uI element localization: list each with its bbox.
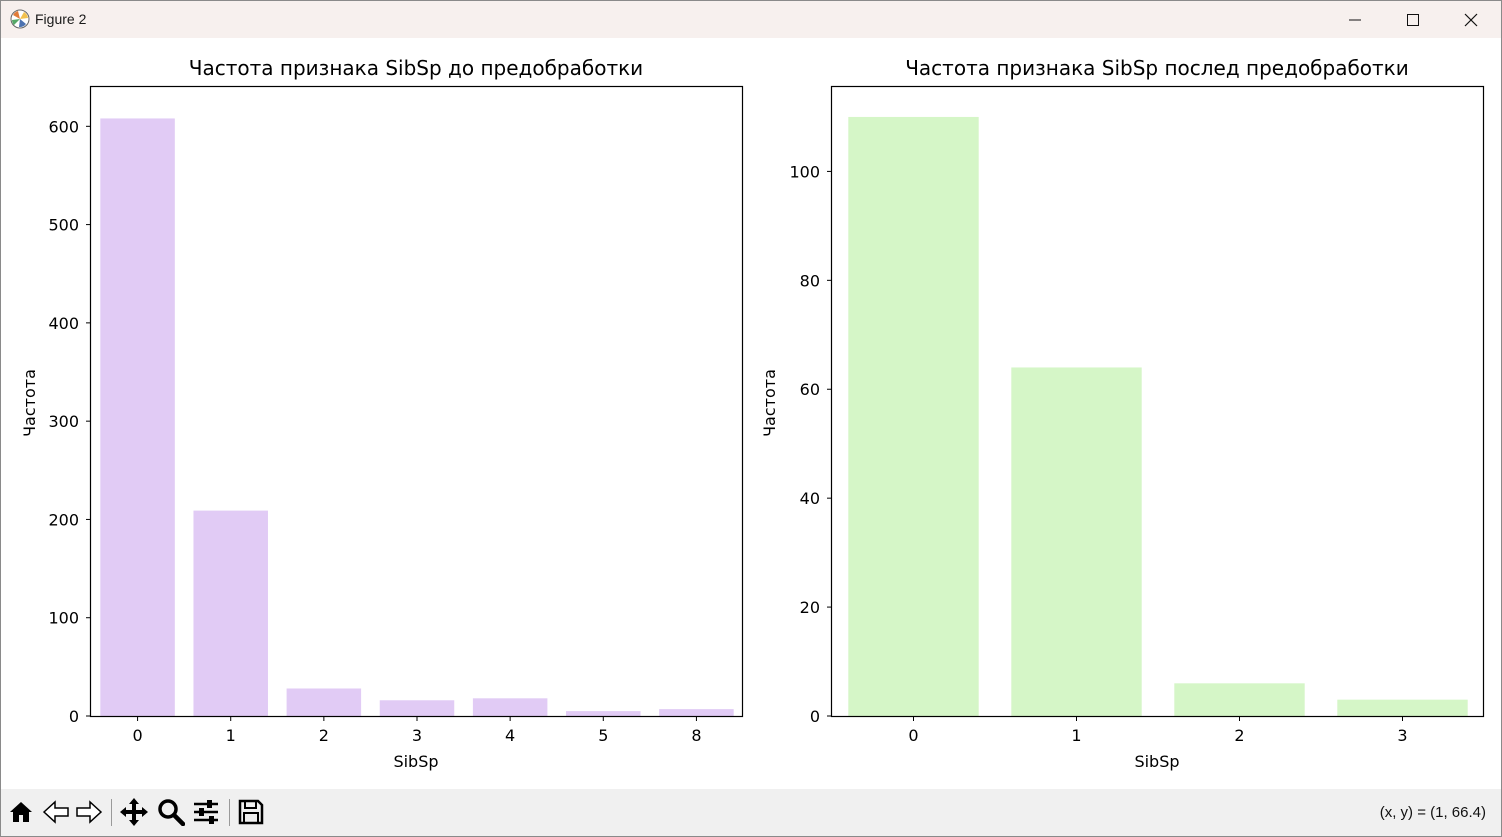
- back-button[interactable]: [41, 797, 71, 827]
- left-xtick-label: 8: [691, 726, 701, 745]
- cursor-coordinates: (x, y) = (1, 66.4): [1379, 804, 1486, 821]
- right-ytick-label: 100: [789, 162, 820, 181]
- right-bar-0: [848, 116, 979, 716]
- left-ytick-label: 200: [48, 510, 79, 529]
- right-bar-1: [1011, 367, 1142, 716]
- toolbar-separator: [229, 799, 230, 826]
- left-chart-ylabel: Частота: [20, 369, 39, 437]
- minimize-button[interactable]: [1326, 1, 1384, 38]
- zoom-icon: [158, 799, 185, 826]
- forward-arrow-icon: [76, 800, 103, 824]
- minimize-icon: [1349, 19, 1361, 20]
- left-bar-2: [286, 688, 362, 716]
- toolbar-separator: [111, 799, 112, 826]
- pan-icon: [120, 798, 148, 826]
- right-xtick-label: 2: [1234, 726, 1244, 745]
- zoom-button[interactable]: [156, 797, 186, 827]
- left-chart: Частота признака SibSp до предобработки …: [20, 56, 744, 771]
- navigation-toolbar: (x, y) = (1, 66.4): [1, 789, 1501, 836]
- forward-button[interactable]: [74, 797, 104, 827]
- left-xtick-label: 2: [319, 726, 329, 745]
- right-chart-ylabel: Частота: [760, 369, 779, 437]
- maximize-icon: [1407, 13, 1419, 26]
- left-ytick-label: 0: [69, 707, 79, 726]
- left-chart-title: Частота признака SibSp до предобработки: [189, 56, 643, 80]
- charts-svg: Частота признака SibSp до предобработки …: [20, 56, 1485, 771]
- window-title: Figure 2: [35, 11, 87, 27]
- left-ytick-label: 500: [48, 216, 79, 235]
- left-ytick-label: 100: [48, 609, 79, 628]
- left-chart-xlabel: SibSp: [393, 752, 438, 771]
- right-ytick-label: 0: [810, 707, 820, 726]
- right-ytick-label: 60: [800, 380, 820, 399]
- save-button[interactable]: [236, 797, 266, 827]
- left-bar-4: [472, 698, 548, 716]
- right-xtick-label: 3: [1397, 726, 1407, 745]
- right-bar-2: [1174, 683, 1305, 716]
- right-ytick-label: 40: [800, 489, 820, 508]
- title-bar[interactable]: Figure 2: [1, 1, 1501, 38]
- maximize-button[interactable]: [1384, 1, 1442, 38]
- figure-canvas[interactable]: Частота признака SibSp до предобработки …: [1, 38, 1501, 789]
- save-icon: [238, 799, 264, 825]
- right-chart-frame: [830, 85, 1485, 718]
- pan-button[interactable]: [119, 797, 149, 827]
- home-button[interactable]: [6, 797, 36, 827]
- right-ytick-label: 80: [800, 271, 820, 290]
- right-xtick-label: 1: [1071, 726, 1081, 745]
- left-chart-frame: [89, 85, 744, 718]
- back-arrow-icon: [42, 800, 69, 824]
- left-bar-5: [566, 711, 641, 716]
- right-bar-3: [1337, 699, 1468, 716]
- left-xtick-label: 0: [132, 726, 142, 745]
- right-chart-title: Частота признака SibSp послед предобрабо…: [905, 56, 1409, 80]
- left-xtick-label: 5: [598, 726, 608, 745]
- left-ytick-label: 600: [48, 117, 79, 136]
- left-bar-0: [100, 118, 175, 716]
- left-ytick-label: 300: [48, 412, 79, 431]
- left-xtick-label: 4: [505, 726, 515, 745]
- configure-subplots-icon: [194, 800, 218, 824]
- configure-subplots-button[interactable]: [191, 797, 221, 827]
- right-chart: Частота признака SibSp послед предобрабо…: [760, 56, 1485, 771]
- right-ytick-label: 20: [800, 598, 820, 617]
- left-ytick-label: 400: [48, 314, 79, 333]
- close-icon: [1464, 13, 1478, 26]
- home-icon: [10, 802, 32, 822]
- left-xtick-label: 3: [412, 726, 422, 745]
- close-button[interactable]: [1442, 1, 1500, 38]
- left-bar-1: [193, 510, 268, 716]
- left-xtick-label: 1: [226, 726, 236, 745]
- right-xtick-label: 0: [908, 726, 918, 745]
- right-chart-xlabel: SibSp: [1134, 752, 1179, 771]
- matplotlib-app-icon: [10, 9, 30, 29]
- left-bar-3: [379, 700, 455, 716]
- left-bar-8: [659, 709, 734, 716]
